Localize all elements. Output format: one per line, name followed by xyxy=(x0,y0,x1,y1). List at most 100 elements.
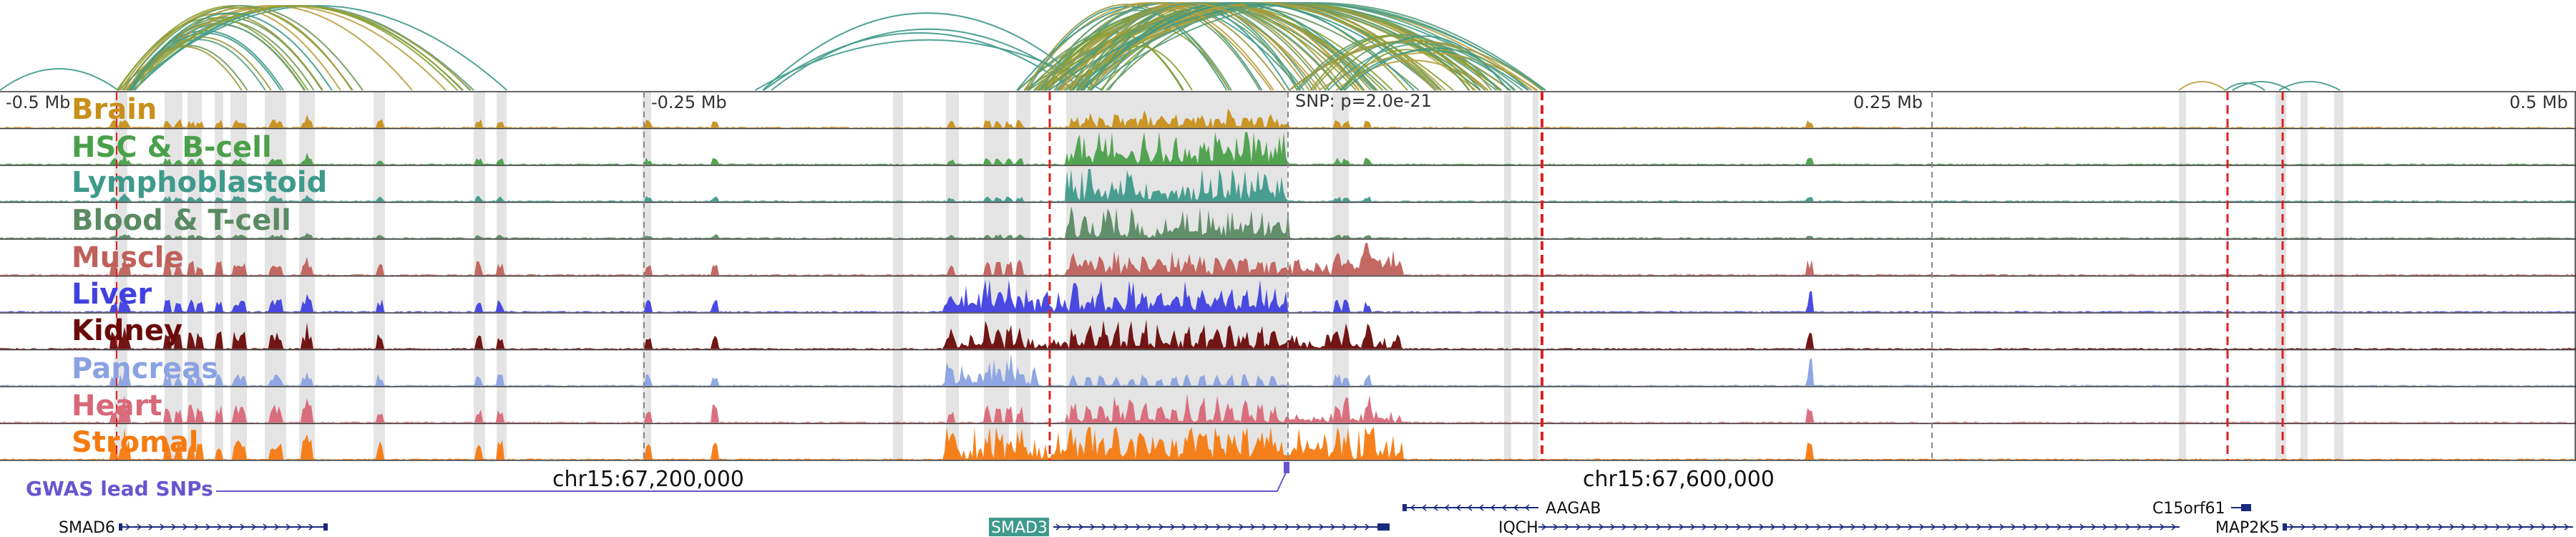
strand-chevron xyxy=(1147,523,1153,531)
strand-chevron xyxy=(2312,523,2318,531)
strand-chevron xyxy=(160,523,165,531)
strand-chevron xyxy=(2125,523,2131,531)
track-label-brain: Brain xyxy=(72,93,157,126)
strand-chevron xyxy=(1839,523,1845,531)
gwas-label: GWAS lead SNPs xyxy=(26,477,213,500)
strand-chevron xyxy=(1353,523,1359,531)
gwas-row: GWAS lead SNPs chr15:67,200,000 chr15:67… xyxy=(26,462,1775,500)
loop-arc xyxy=(763,32,1075,91)
loop-arc xyxy=(1340,35,1509,91)
strand-chevron xyxy=(1976,523,1982,531)
strand-chevron xyxy=(1227,523,1233,531)
strand-chevron xyxy=(2068,523,2074,531)
axis: -0.5 Mb -0.25 Mb SNP: p=2.0e-21 0.25 Mb … xyxy=(6,91,2568,112)
strand-chevron xyxy=(2137,523,2142,531)
strand-chevron xyxy=(2045,523,2051,531)
strand-chevron xyxy=(1067,523,1073,531)
gene-aagab: AAGAB xyxy=(1402,500,1601,518)
gene-label: AAGAB xyxy=(1546,500,1601,518)
strand-chevron xyxy=(1284,523,1290,531)
strand-chevron xyxy=(2011,523,2016,531)
track-label-stromal: Stromal xyxy=(72,426,199,459)
strand-chevron xyxy=(1216,523,1221,531)
strand-chevron xyxy=(1850,523,1856,531)
strand-chevron xyxy=(2091,523,2097,531)
strand-chevron xyxy=(1885,523,1890,531)
gene-iqch: IQCH xyxy=(1498,519,2180,537)
strand-chevron xyxy=(217,523,223,531)
strand-chevron xyxy=(297,523,303,531)
gene-map2k5: MAP2K5 xyxy=(2215,519,2573,537)
strand-chevron xyxy=(308,523,314,531)
strand-chevron xyxy=(1410,504,1415,511)
strand-chevron xyxy=(1782,523,1787,531)
strand-chevron xyxy=(2160,523,2165,531)
strand-chevron xyxy=(1724,523,1730,531)
strand-chevron xyxy=(2381,523,2386,531)
strand-chevron xyxy=(1090,523,1096,531)
strand-chevron xyxy=(251,523,257,531)
track-label-pancreas: Pancreas xyxy=(72,352,218,385)
strand-chevron xyxy=(1999,523,2005,531)
gene-label: SMAD3 xyxy=(991,519,1048,537)
strand-chevron xyxy=(1644,523,1650,531)
strand-chevron xyxy=(1908,523,1913,531)
loop-arc xyxy=(129,5,459,91)
track-label-heart: Heart xyxy=(72,390,162,422)
strand-chevron xyxy=(1873,523,1879,531)
gene-exon xyxy=(2283,523,2287,531)
strand-chevron xyxy=(1828,523,1833,531)
strand-chevron xyxy=(1193,523,1199,531)
loop-arc xyxy=(2225,82,2265,91)
strand-chevron xyxy=(1113,523,1118,531)
strand-chevron xyxy=(1736,523,1742,531)
loop-arc xyxy=(117,17,309,91)
loop-arc xyxy=(122,6,341,91)
strand-chevron xyxy=(228,523,234,531)
track-label-muscle: Muscle xyxy=(72,241,184,274)
strand-chevron xyxy=(1136,523,1141,531)
strand-chevron xyxy=(2323,523,2329,531)
axis-tick-label: 0.5 Mb xyxy=(2509,92,2568,112)
gene-smad6: SMAD6 xyxy=(59,519,328,537)
strand-chevron xyxy=(1621,523,1627,531)
strand-chevron xyxy=(1953,523,1959,531)
strand-chevron xyxy=(1816,523,1822,531)
strand-chevron xyxy=(1273,523,1279,531)
strand-chevron xyxy=(1587,523,1593,531)
strand-chevron xyxy=(1702,523,1707,531)
strand-chevron xyxy=(1262,523,1267,531)
strand-chevron xyxy=(1862,523,1868,531)
strand-chevron xyxy=(1365,523,1370,531)
loop-arc xyxy=(1309,34,1475,91)
strand-chevron xyxy=(1330,523,1336,531)
strand-chevron xyxy=(1553,523,1558,531)
strand-chevron xyxy=(1524,504,1530,511)
strand-chevron xyxy=(2148,523,2154,531)
strand-chevron xyxy=(1942,523,1948,531)
strand-chevron xyxy=(2415,523,2421,531)
strand-chevron xyxy=(1250,523,1256,531)
loop-arc xyxy=(129,44,248,91)
chromatin-loop-arcs xyxy=(0,2,2341,91)
strand-chevron xyxy=(1467,504,1473,511)
strand-chevron xyxy=(205,523,211,531)
strand-chevron xyxy=(2461,523,2467,531)
strand-chevron xyxy=(2529,523,2535,531)
strand-chevron xyxy=(1988,523,1994,531)
gene-label: SMAD6 xyxy=(59,519,115,537)
strand-chevron xyxy=(1513,504,1518,511)
strand-chevron xyxy=(182,523,188,531)
strand-chevron xyxy=(1919,523,1925,531)
strand-chevron xyxy=(1690,523,1696,531)
strand-chevron xyxy=(1181,523,1187,531)
loop-arc xyxy=(1083,2,1377,91)
strand-chevron xyxy=(125,523,131,531)
gene-exon xyxy=(1377,523,1390,531)
strand-chevron xyxy=(1319,523,1324,531)
gwas-snp-marker xyxy=(1284,462,1289,473)
track-labels: Brain HSC & B-cell Lymphoblastoid Blood … xyxy=(72,93,327,459)
loop-arc xyxy=(1289,39,1533,91)
loop-arc xyxy=(130,16,323,91)
strand-chevron xyxy=(1713,523,1719,531)
